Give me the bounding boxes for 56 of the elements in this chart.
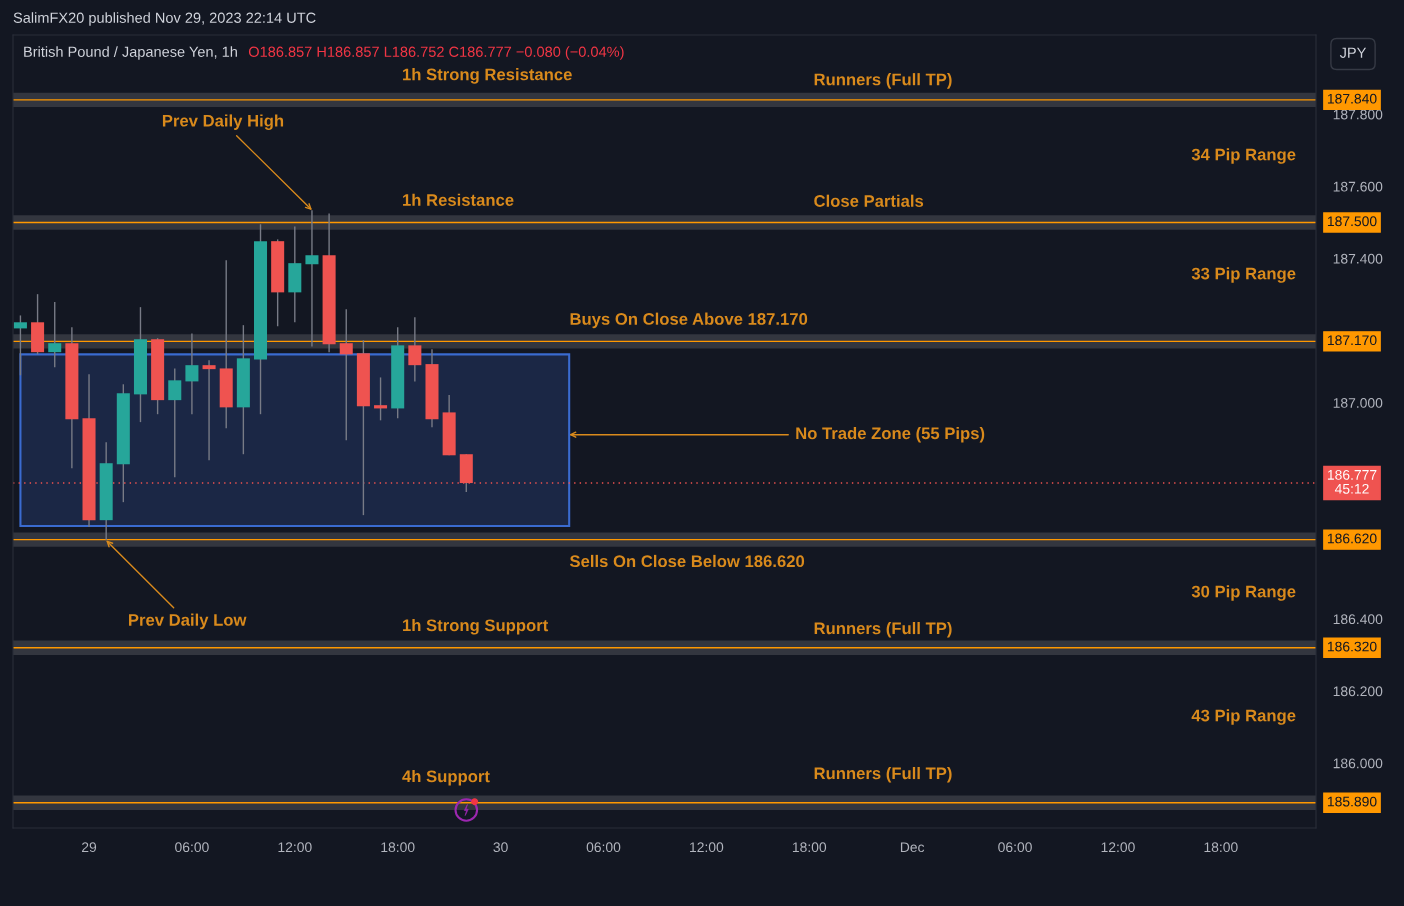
- y-tick-label: 186.000: [1333, 758, 1383, 769]
- y-tick-label: 187.600: [1333, 181, 1383, 192]
- ref-line-label: 186.620: [1327, 533, 1377, 544]
- y-tick-label: 186.200: [1333, 686, 1383, 697]
- annotation: 1h Resistance: [403, 193, 514, 206]
- x-tick-label: 18:00: [1204, 842, 1238, 853]
- annotation: 30 Pip Range: [1191, 585, 1296, 601]
- ref-line-label: 187.840: [1327, 93, 1377, 104]
- candlestick: [202, 359, 216, 462]
- annotation: Runners (Full TP): [814, 622, 952, 638]
- text: SalimFX20 published Nov 29, 2023 22:14 UTC: [13, 12, 316, 26]
- y-tick-label: 187.000: [1333, 398, 1383, 408]
- candlestick: [48, 301, 62, 369]
- annotation: Buys On Close Above 187.170: [570, 312, 808, 329]
- text: British Pound / Japanese Yen, 1h: [24, 46, 237, 60]
- ref-line-label: 187.170: [1327, 335, 1377, 346]
- annotation: 34 Pip Range: [1191, 148, 1296, 164]
- candlestick: [13, 314, 27, 376]
- ref-line-label: 185.890: [1327, 796, 1377, 807]
- annotation: 43 Pip Range: [1191, 709, 1296, 725]
- annotation: Runners (Full TP): [814, 767, 952, 783]
- annotation: 4h Support: [402, 770, 490, 786]
- y-tick-label: 187.400: [1333, 253, 1383, 264]
- ref-line-label: 186.777 45:12: [1327, 469, 1377, 494]
- candlestick: [185, 332, 199, 415]
- annotation: No Trade Zone (55 Pips): [796, 426, 985, 443]
- y-tick-label: 187.800: [1333, 109, 1383, 120]
- x-tick-label: 06:00: [175, 842, 209, 853]
- annotation: Sells On Close Below 186.620: [569, 554, 805, 568]
- annotation: 33 Pip Range: [1191, 267, 1296, 283]
- ref-line-label: 186.320: [1327, 641, 1377, 652]
- annotation: Prev Daily Low: [129, 613, 247, 630]
- annotation: 1h Strong Support: [403, 618, 549, 635]
- x-tick-label: 06:00: [586, 842, 621, 853]
- ref-line-label: 187.500: [1327, 216, 1377, 227]
- x-tick-label: 06:00: [998, 842, 1032, 853]
- annotation: Prev Daily High: [162, 114, 284, 130]
- candlestick: [374, 376, 388, 422]
- annotation: Runners (Full TP): [814, 73, 952, 89]
- x-tick-label: 18:00: [381, 842, 415, 853]
- text: O186.857 H186.857 L186.752 C186.777 −0.080 (−0.04%): [248, 46, 624, 60]
- x-tick-label: 30: [493, 842, 508, 853]
- candlestick: [305, 209, 319, 348]
- annotation: Close Partials: [814, 194, 924, 207]
- y-axis-title: JPY: [1339, 47, 1367, 58]
- annotation: 1h Strong Resistance: [403, 68, 572, 84]
- x-tick-label: 29: [82, 842, 97, 853]
- x-tick-label: 12:00: [278, 842, 312, 853]
- x-tick-label: 12:00: [690, 842, 724, 853]
- candlestick: [408, 316, 422, 383]
- candlestick: [339, 308, 353, 441]
- x-tick-label: Dec: [900, 842, 925, 853]
- y-tick-label: 186.400: [1333, 614, 1383, 625]
- x-tick-label: 12:00: [1101, 842, 1135, 853]
- candlestick: [168, 367, 182, 478]
- x-tick-label: 18:00: [792, 842, 827, 853]
